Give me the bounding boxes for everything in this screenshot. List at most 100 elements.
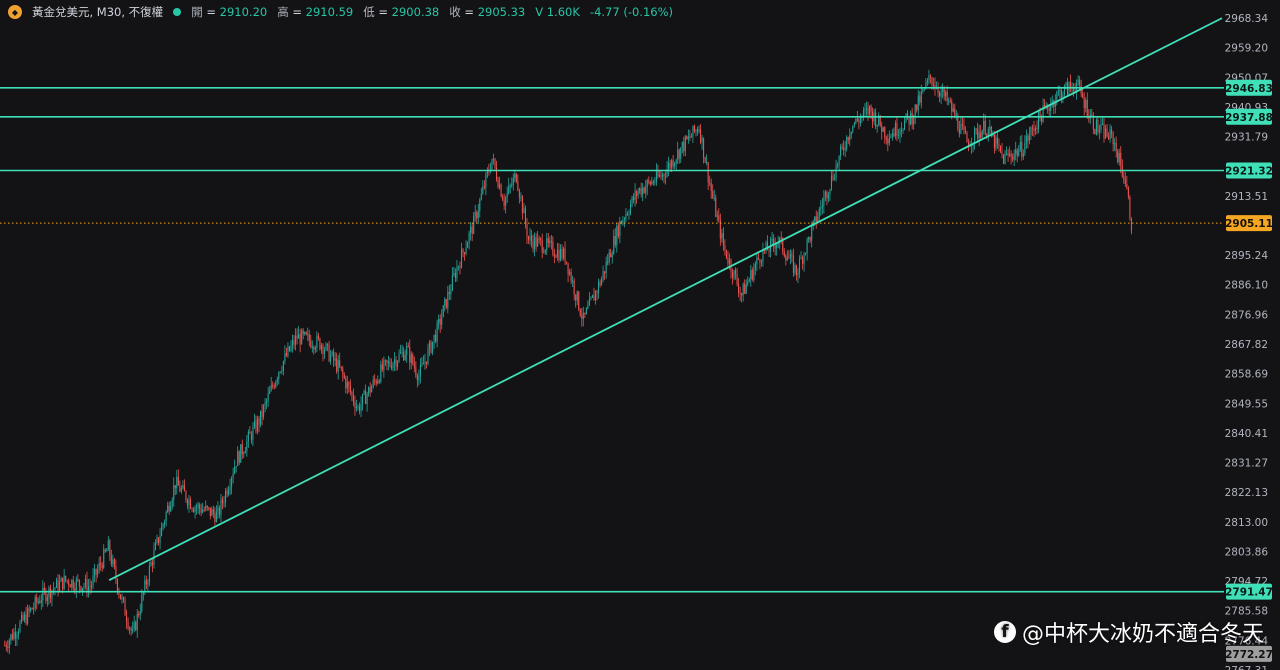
candle-body	[337, 360, 339, 372]
candle-body	[584, 312, 586, 315]
candle-body	[138, 613, 140, 616]
candle-body	[992, 134, 994, 137]
candle-body	[724, 245, 726, 250]
candle-body	[296, 335, 298, 339]
price-tick-label: 2931.79	[1225, 132, 1268, 144]
price-tick-label: 2822.13	[1225, 487, 1268, 499]
candle-body	[162, 524, 164, 527]
candle-body	[814, 216, 816, 221]
candle-body	[221, 499, 224, 503]
candle-body	[690, 136, 692, 138]
candle-body	[1057, 90, 1059, 93]
candle-body	[715, 197, 717, 217]
candle-body	[963, 125, 965, 131]
candle-body	[582, 312, 584, 319]
candle-body	[856, 118, 858, 121]
candle-body	[850, 131, 852, 136]
candle-body	[136, 613, 138, 631]
candle-body	[151, 562, 153, 565]
candle-body	[256, 418, 259, 432]
candle-body	[467, 242, 469, 248]
candle-body	[832, 175, 834, 180]
candle-body	[288, 346, 291, 351]
candle-body	[389, 361, 391, 366]
candle-body	[100, 563, 102, 565]
candle-body	[884, 127, 886, 138]
candle-body	[358, 406, 361, 412]
candle-body	[384, 360, 386, 362]
candle-body	[596, 291, 598, 293]
candle-body	[693, 125, 695, 132]
candle-body	[393, 359, 396, 364]
candle-body	[753, 269, 755, 280]
candle-body	[642, 187, 644, 195]
candle-body	[904, 120, 906, 130]
candle-body	[363, 390, 365, 395]
low-marker-badge: 2772.27	[1225, 649, 1273, 661]
candle-body	[910, 112, 912, 125]
candle-body	[587, 305, 589, 309]
candle-body	[827, 194, 829, 199]
candle-body	[101, 564, 103, 569]
candle-body	[1036, 127, 1038, 129]
candle-body	[243, 453, 245, 455]
candle-body	[1095, 119, 1097, 134]
candle-body	[639, 188, 641, 192]
candle-body	[349, 385, 351, 392]
candle-body	[59, 581, 61, 591]
candle-body	[261, 410, 263, 417]
candle-body	[882, 127, 884, 132]
candle-body	[841, 146, 843, 148]
candle-body	[572, 280, 574, 282]
candle-body	[849, 135, 851, 141]
candle-body	[579, 309, 581, 316]
candle-body	[51, 590, 53, 599]
candle-body	[477, 211, 479, 219]
price-tick-label: 2876.96	[1225, 309, 1269, 321]
candle-body	[736, 274, 738, 285]
candle-body	[1117, 151, 1119, 163]
candle-body	[808, 237, 810, 240]
candle-body	[974, 128, 976, 143]
candle-body	[460, 249, 463, 268]
candle-body	[703, 137, 705, 158]
candle-body	[235, 466, 237, 468]
candle-body	[208, 507, 210, 509]
candle-body	[830, 175, 833, 189]
candle-body	[78, 579, 80, 587]
candle-body	[817, 217, 819, 223]
candle-body	[689, 136, 691, 138]
candle-body	[148, 565, 150, 582]
candle-body	[1103, 123, 1105, 139]
candle-body	[700, 129, 702, 143]
level-price-badge-bg	[1226, 79, 1272, 96]
candle-body	[40, 600, 42, 603]
candle-body	[171, 499, 173, 507]
candle-body	[680, 147, 682, 159]
candle-body	[429, 341, 431, 349]
candle-body	[524, 208, 526, 224]
candle-body	[1098, 129, 1100, 132]
candle-body	[7, 647, 9, 649]
candle-body	[634, 191, 636, 201]
candle-body	[652, 181, 654, 183]
candle-body	[932, 84, 935, 86]
candle-body	[43, 587, 45, 591]
candle-body	[570, 271, 572, 282]
candle-body	[188, 499, 190, 506]
candle-body	[658, 175, 660, 177]
candle-body	[273, 386, 275, 388]
candle-body	[853, 123, 855, 126]
candle-body	[139, 611, 141, 616]
candle-body	[671, 160, 673, 168]
candle-body	[124, 599, 126, 616]
candle-body	[672, 160, 674, 167]
price-axis[interactable]: 2968.342959.202950.072940.932931.792913.…	[1224, 0, 1280, 670]
candle-body	[818, 208, 820, 218]
candle-body	[253, 420, 255, 428]
candle-body	[395, 359, 397, 367]
candle-body	[10, 634, 12, 641]
candle-body	[304, 332, 306, 334]
candle-body	[951, 101, 953, 112]
